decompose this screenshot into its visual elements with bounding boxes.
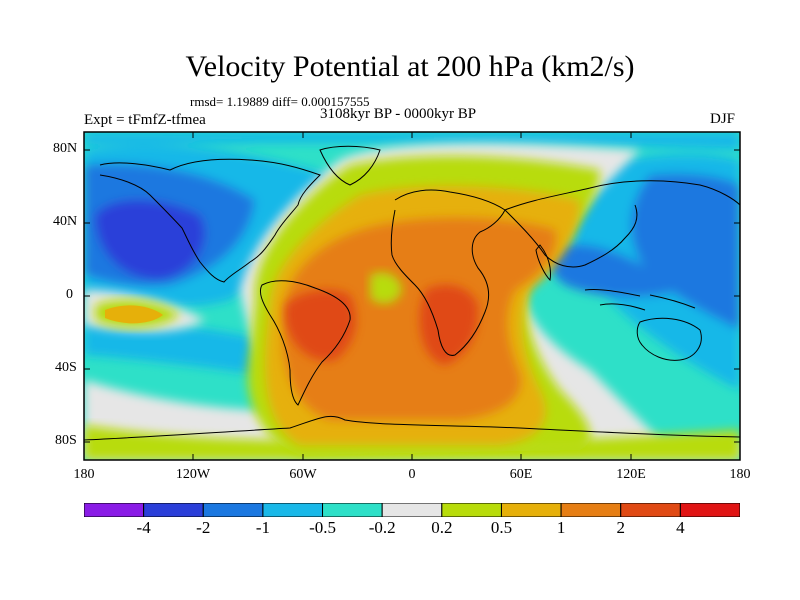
y-tick-marks	[84, 149, 740, 443]
contour-pos1-atlantic	[283, 218, 556, 420]
x-tick-marks	[192, 132, 632, 460]
colorbar-tick-label: -0.2	[368, 518, 396, 537]
colorbar-box	[322, 503, 383, 517]
coastline-europe-africa	[390, 189, 506, 356]
y-tick-label: 40N	[53, 214, 78, 229]
contour-neg05-spacific	[84, 320, 300, 380]
coastline-south-america	[259, 280, 351, 406]
colorbar-box	[679, 503, 740, 517]
coastlines	[84, 145, 740, 441]
x-tick-label: 60W	[289, 467, 317, 482]
coastline-north-america	[99, 158, 321, 283]
contour-pos2-safrica	[419, 285, 479, 365]
x-tick-label: 120W	[175, 467, 211, 482]
colorbar-box	[381, 503, 443, 517]
colorbar-box	[262, 503, 324, 517]
plot-title: Velocity Potential at 200 hPa (km2/s)	[185, 50, 635, 83]
colorbar-tick-label: 1	[556, 518, 566, 537]
experiment-label: Expt = tFmfZ-tfmea	[84, 112, 206, 128]
contour-neg1-wpacific	[631, 173, 740, 330]
contour-pos05-cpacific	[105, 305, 163, 324]
coastline-antarctica	[84, 415, 740, 441]
colorbar-tick-label: 0.2	[431, 518, 453, 537]
period-label: 3108kyr BP - 0000kyr BP	[320, 106, 477, 122]
colorbar-tick-label: -2	[196, 518, 211, 537]
colorbar-box	[500, 503, 562, 517]
x-tick-label: 180	[73, 467, 95, 482]
colorbar-tick-label: 2	[616, 518, 625, 537]
coastline-greenland	[319, 145, 381, 186]
coastline-indonesia	[584, 289, 696, 311]
contour-pos02-antarctic	[84, 425, 740, 460]
x-tick-label: 60E	[509, 467, 533, 482]
x-tick-label: 0	[408, 467, 416, 482]
colorbar-box	[441, 503, 502, 517]
colorbar-tick-label: 0.5	[490, 518, 513, 537]
y-tick-label: 80N	[53, 141, 78, 156]
contour-neg2-npacific	[95, 200, 206, 280]
coastline-asia	[504, 180, 740, 268]
colorbar-box	[620, 503, 681, 517]
contour-pos02-pocket	[370, 272, 402, 304]
y-tick-label: 80S	[55, 433, 77, 448]
y-tick-label: 40S	[55, 360, 77, 375]
colorbar-box	[143, 503, 204, 517]
stats-line: rmsd= 1.19889 diff= 0.000157555	[190, 94, 370, 109]
colorbar-box	[202, 503, 264, 517]
x-tick-label: 120E	[616, 467, 646, 482]
coastline-australia	[636, 317, 702, 361]
contour-fill-layer	[84, 132, 740, 460]
contour-neg05-arctic	[84, 132, 740, 150]
season-label: DJF	[710, 111, 736, 127]
colorbar-tick-label: -0.5	[309, 518, 336, 537]
colorbar-tick-label: 4	[676, 518, 685, 537]
colorbar-box	[84, 503, 145, 517]
colorbar-box	[560, 503, 622, 517]
colorbar	[84, 503, 740, 517]
colorbar-tick-label: -4	[136, 518, 151, 537]
contour-neg1-maritime	[549, 244, 680, 297]
y-tick-label: 0	[66, 287, 73, 302]
x-tick-label: 180	[729, 467, 751, 482]
coastline-india	[535, 244, 551, 282]
colorbar-tick-label: -1	[255, 518, 270, 537]
